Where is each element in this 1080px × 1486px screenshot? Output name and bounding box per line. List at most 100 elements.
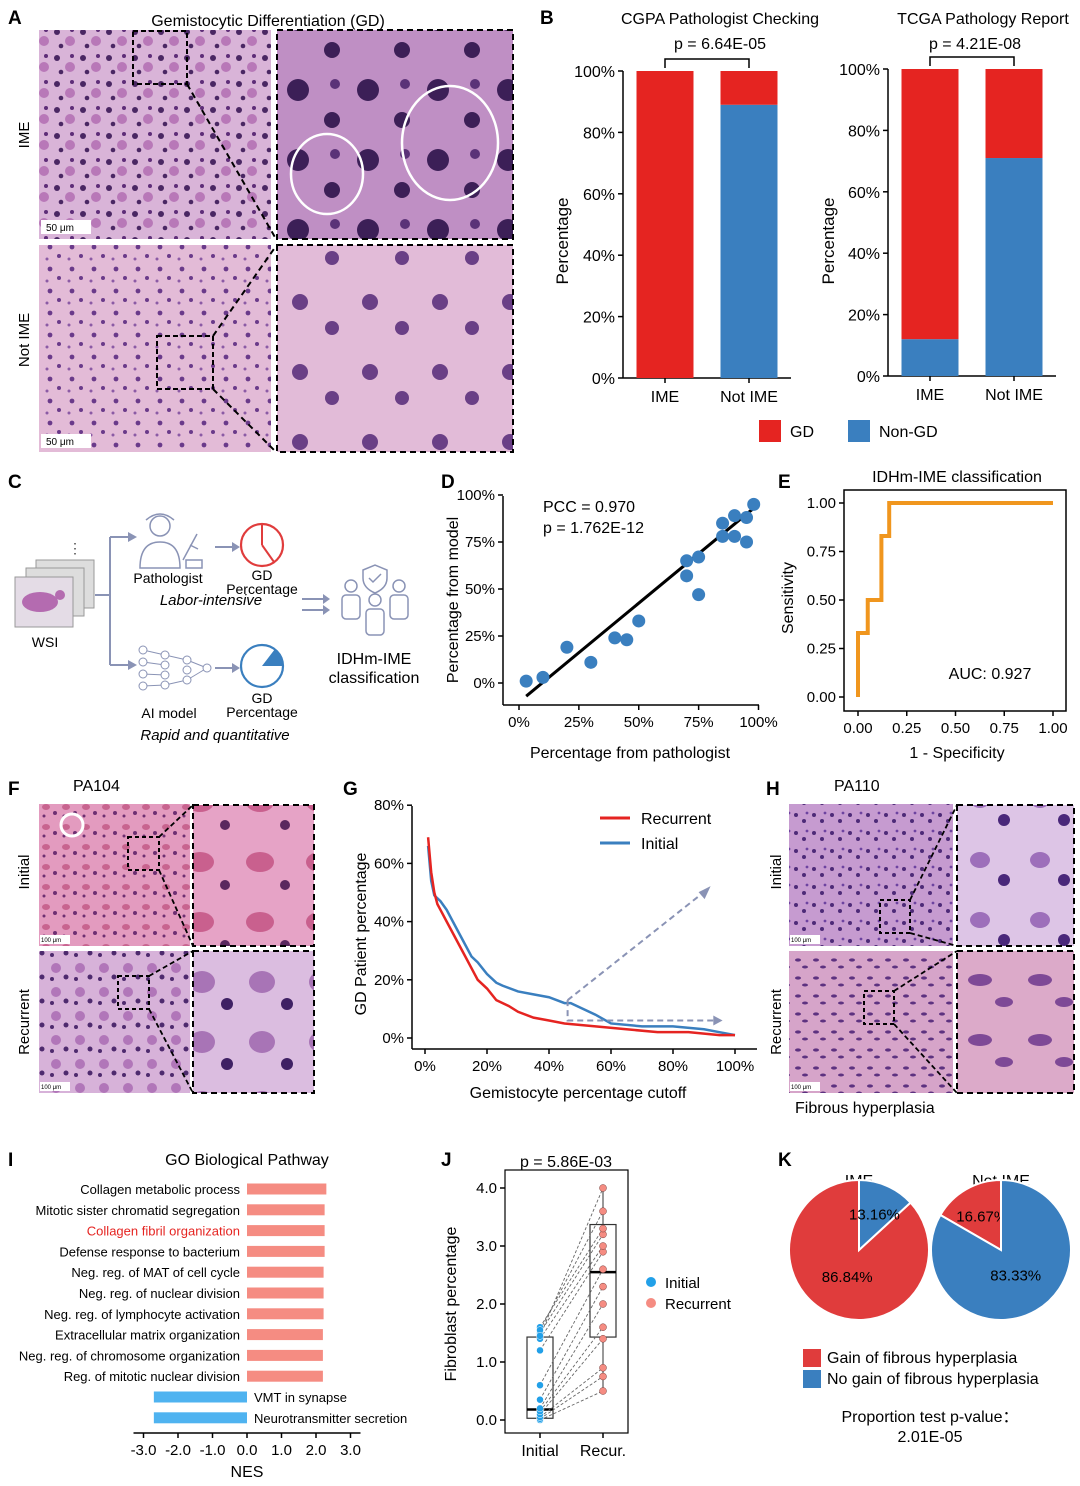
zoom-box-f-recurrent <box>117 975 150 1010</box>
y-tick-label: 60% <box>374 855 404 872</box>
bar-gd <box>985 69 1043 159</box>
scatter-point <box>608 631 622 645</box>
panel-g: G 0% 20% 40% 60% 80% 100% 0% 20% 40% 60% 80% Recur… <box>343 779 757 1102</box>
zoom-h-initial <box>956 804 1075 947</box>
legend-swatch-non-gd <box>848 420 870 442</box>
arrow-head-icon <box>323 594 330 604</box>
pair-line <box>539 1376 604 1420</box>
b2-title: TCGA Pathology Report <box>897 11 1069 28</box>
y-tick-label: 0.00 <box>807 689 836 706</box>
panel-j: J p = 5.86E-03 0.0 1.0 2.0 3.0 4.0 Initial Rec… <box>441 1150 732 1460</box>
point-initial <box>536 1346 544 1355</box>
x-tick-label: -1.0 <box>200 1442 226 1459</box>
y-tick-label: 2.0 <box>476 1296 497 1313</box>
pathway-label: Reg. of mitotic nuclear division <box>64 1369 240 1384</box>
double-arrow-icon <box>302 598 323 611</box>
panel-label-h: H <box>766 779 780 800</box>
y-tick-label: 0% <box>592 371 615 388</box>
zoom-connector <box>909 932 958 947</box>
pair-line <box>539 1187 604 1337</box>
pair-line <box>539 1338 604 1415</box>
x-tick-label: Not IME <box>720 389 778 406</box>
y-tick-label: 100% <box>457 487 495 504</box>
x-tick-label: 0.0 <box>237 1442 258 1459</box>
x-tick-label: 0.50 <box>941 720 970 737</box>
pathway-label: Mitotic sister chromatid segregation <box>36 1203 240 1218</box>
point-recurrent <box>599 1335 607 1343</box>
d-ylabel: Percentage from model <box>445 517 462 683</box>
point-initial <box>536 1395 544 1404</box>
bar-positive <box>247 1370 323 1382</box>
classification-line2: classification <box>329 670 420 687</box>
pair-line <box>539 1228 604 1328</box>
arrow-head-icon <box>713 1015 723 1026</box>
pathway-label: Neg. reg. of lymphocyte activation <box>44 1307 240 1322</box>
vessel <box>59 812 85 838</box>
pathologist-label: Pathologist <box>133 570 202 586</box>
panel-label-i: I <box>8 1150 13 1171</box>
scale-bar <box>40 935 70 944</box>
legend-label-initial-j: Initial <box>665 1275 700 1292</box>
legend-label-recurrent: Recurrent <box>641 811 712 828</box>
y-tick-label: 20% <box>848 308 880 325</box>
bar-positive <box>247 1204 325 1216</box>
legend-dot-initial <box>646 1277 656 1287</box>
zoom-connector <box>158 869 194 947</box>
y-tick-label: 20% <box>374 972 404 989</box>
pathway-label: VMT in synapse <box>254 1390 347 1405</box>
scatter-point <box>680 569 694 583</box>
scale-bar-label: 100 μm <box>791 938 811 944</box>
percentage-label-bottom: Percentage <box>226 704 298 720</box>
panel-label-b: B <box>540 8 554 29</box>
f-row-recurrent: Recurrent <box>16 988 33 1055</box>
legend-label-non-gd: Non-GD <box>879 424 938 441</box>
bar-positive <box>247 1266 324 1278</box>
significance-bracket <box>929 56 1015 66</box>
i-plot: Collagen metabolic process Mitotic sister… <box>19 1182 407 1459</box>
bar-positive <box>247 1308 324 1320</box>
point-recurrent <box>599 1323 607 1331</box>
point-recurrent <box>599 1265 607 1273</box>
panel-f: F PA104 Initial Recurrent 100 μm 100 μm <box>8 778 315 1094</box>
y-tick-label: 4.0 <box>476 1180 497 1197</box>
scatter-point <box>519 674 533 688</box>
plot-frame <box>504 1169 629 1434</box>
ai-model-label: AI model <box>141 705 196 721</box>
scatter-point <box>680 554 694 568</box>
zoom-not-ime <box>276 244 514 453</box>
pair-line <box>539 1286 604 1400</box>
h-row-recurrent: Recurrent <box>768 988 785 1055</box>
x-tick-label: 1.0 <box>271 1442 292 1459</box>
pcc-label: PCC = 0.970 <box>543 499 635 516</box>
scatter-point <box>560 640 574 654</box>
pathologist-icon <box>139 513 203 569</box>
x-tick-label: 0.75 <box>990 720 1019 737</box>
panel-a: A Gemistocytic Differentiation (GD) IME … <box>8 8 514 453</box>
e-title: IDHm-IME classification <box>872 469 1042 486</box>
zoom-box-not-ime <box>156 335 214 390</box>
pathway-label: Extracellular matrix organization <box>55 1328 240 1343</box>
bar-positive <box>247 1183 327 1195</box>
x-tick-label: 60% <box>596 1058 626 1075</box>
point-initial <box>536 1381 544 1389</box>
bar-negative <box>153 1412 247 1424</box>
h-caption: Fibrous hyperplasia <box>795 1100 935 1117</box>
h-sample: PA110 <box>834 778 880 795</box>
scale-bar <box>41 434 91 448</box>
panel-label-k: K <box>778 1150 792 1171</box>
y-tick-label: 0% <box>857 369 880 386</box>
y-tick-label: 100% <box>839 62 880 79</box>
x-tick-label: IME <box>916 387 944 404</box>
scale-bar-label: 100 μm <box>41 1085 61 1091</box>
x-tick-label: 2.0 <box>306 1442 327 1459</box>
pair-line <box>539 1367 604 1418</box>
zoom-connector <box>909 804 958 901</box>
zoom-box-h-initial <box>879 899 911 934</box>
pair-line <box>539 1390 604 1421</box>
scatter-point <box>536 670 550 684</box>
gd-label-top: GD <box>252 567 273 583</box>
point-recurrent <box>599 1207 607 1215</box>
x-tick-label: Not IME <box>985 387 1043 404</box>
y-tick-label: 0.50 <box>807 592 836 609</box>
pathway-label-highlight: Collagen fibril organization <box>87 1224 240 1239</box>
